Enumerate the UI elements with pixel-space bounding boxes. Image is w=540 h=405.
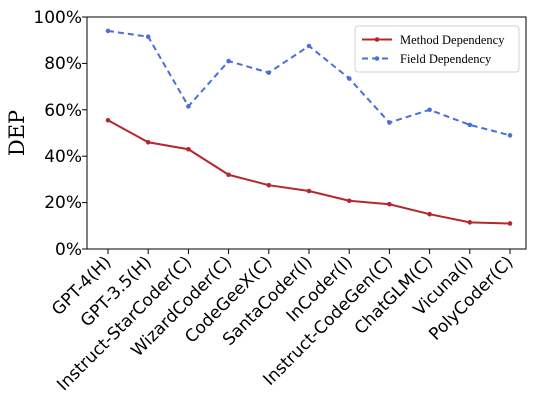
y-tick-label: 100% (33, 8, 82, 28)
data-point-field-dependency (266, 70, 272, 75)
data-point-method-dependency (306, 188, 312, 194)
data-point-field-dependency (226, 58, 231, 64)
y-tick-label: 80% (44, 54, 82, 74)
legend-marker-field-dependency (374, 56, 380, 61)
y-tick-label: 0% (55, 240, 82, 260)
data-point-method-dependency (507, 221, 513, 226)
y-tick-label: 60% (44, 101, 82, 121)
data-point-field-dependency (387, 120, 392, 125)
data-point-field-dependency (427, 107, 432, 113)
x-axis-ticks: GPT-4(H)GPT-3.5(H)Instruct-StarCoder(C)W… (48, 249, 518, 395)
data-point-method-dependency (467, 220, 473, 225)
data-point-field-dependency (105, 28, 111, 34)
data-point-method-dependency (186, 146, 191, 152)
data-point-method-dependency (266, 182, 272, 188)
data-point-field-dependency (467, 122, 473, 128)
y-axis-ticks: 0% 20% 40% 60% 80% 100% (33, 8, 87, 260)
data-point-method-dependency (145, 139, 151, 145)
data-point-field-dependency (306, 43, 312, 49)
data-point-method-dependency (346, 198, 352, 204)
y-tick-label: 20% (44, 193, 82, 213)
legend-label-method-dependency: Method Dependency (400, 33, 505, 47)
y-tick-label: 40% (44, 147, 82, 167)
data-point-method-dependency (387, 201, 392, 207)
series-line-method-dependency (107, 119, 511, 225)
plot-frame (86, 16, 527, 250)
legend-marker-method-dependency (374, 37, 380, 42)
data-point-method-dependency (105, 117, 111, 123)
legend-box (354, 25, 520, 73)
data-point-field-dependency (346, 76, 352, 81)
data-point-field-dependency (145, 34, 151, 40)
series-layer (105, 28, 513, 226)
data-point-method-dependency (427, 211, 432, 217)
data-point-field-dependency (507, 133, 513, 138)
data-point-field-dependency (186, 104, 191, 109)
y-axis-label: DEP (5, 110, 29, 156)
data-point-method-dependency (226, 172, 231, 178)
legend-label-field-dependency: Field Dependency (400, 52, 492, 66)
legend: Method Dependency Field Dependency (354, 25, 520, 73)
